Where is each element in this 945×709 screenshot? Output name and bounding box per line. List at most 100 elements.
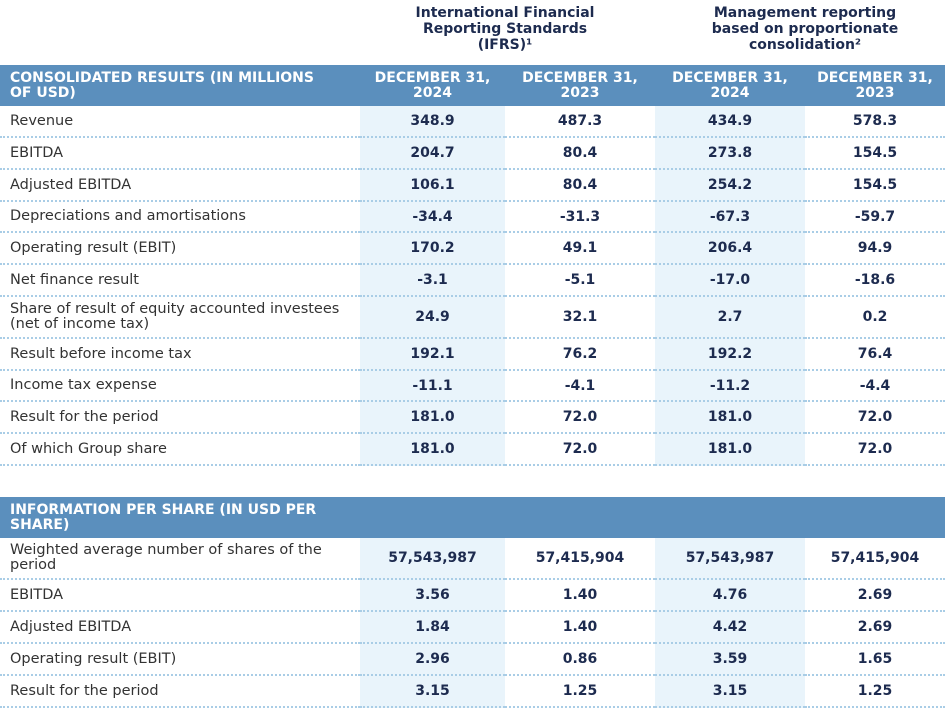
value-cell: 1.25	[805, 676, 945, 708]
column-group-title: Management reporting based on proportion…	[711, 5, 899, 53]
value-cell: 3.15	[655, 676, 805, 708]
row-label: Result for the period	[0, 402, 360, 434]
row-label: Revenue	[0, 106, 360, 138]
data-row: EBITDA 204.7 80.4 273.8 154.5	[0, 138, 945, 170]
value-cell: 4.42	[655, 612, 805, 644]
value-cell: 72.0	[805, 434, 945, 466]
value-cell: -34.4	[360, 202, 505, 233]
data-row: Depreciations and amortisations -34.4 -31.…	[0, 202, 945, 233]
value-cell: 434.9	[655, 106, 805, 138]
value-cell: -59.7	[805, 202, 945, 233]
value-cell: 49.1	[505, 233, 655, 265]
header-cell: DECEMBER 31, 2023	[817, 69, 933, 101]
value-cell: 24.9	[360, 297, 505, 339]
value-cell: 1.65	[805, 644, 945, 676]
value-cell: 348.9	[360, 106, 505, 138]
row-label: Result before income tax	[0, 339, 360, 371]
data-row: Result before income tax 192.1 76.2 192.2 76…	[0, 339, 945, 371]
value-cell: 0.2	[805, 297, 945, 339]
value-cell: 1.40	[505, 612, 655, 644]
header-cell: DECEMBER 31, 2024	[672, 69, 788, 101]
data-row: Income tax expense -11.1 -4.1 -11.2 -4.4	[0, 371, 945, 402]
row-label: Adjusted EBITDA	[0, 170, 360, 202]
value-cell: 57,415,904	[805, 538, 945, 580]
column-groups: International Financial Reporting Standa…	[0, 5, 945, 63]
value-cell: 0.86	[505, 644, 655, 676]
row-label: Adjusted EBITDA	[0, 612, 360, 644]
value-cell: 80.4	[505, 170, 655, 202]
value-cell: 273.8	[655, 138, 805, 170]
row-label: EBITDA	[0, 580, 360, 612]
value-cell: 154.5	[805, 170, 945, 202]
header-cell	[655, 497, 805, 538]
value-cell: 2.7	[655, 297, 805, 339]
row-label: Share of result of equity accounted inve…	[0, 297, 360, 339]
value-cell: 94.9	[805, 233, 945, 265]
value-cell: 181.0	[360, 402, 505, 434]
value-cell: 206.4	[655, 233, 805, 265]
row-label: Of which Group share	[0, 434, 360, 466]
header-row: CONSOLIDATED RESULTS (IN MILLIONS OF USD…	[0, 65, 945, 106]
row-label: Depreciations and amortisations	[0, 202, 360, 233]
value-cell: 72.0	[805, 402, 945, 434]
value-cell: 80.4	[505, 138, 655, 170]
row-label: Operating result (EBIT)	[0, 233, 360, 265]
value-cell: -67.3	[655, 202, 805, 233]
value-cell: 181.0	[655, 402, 805, 434]
value-cell: -3.1	[360, 265, 505, 297]
data-row: Operating result (EBIT) 2.96 0.86 3.59 1.65	[0, 644, 945, 676]
header-cell: DECEMBER 31, 2024	[374, 69, 491, 101]
header-cell: DECEMBER 31, 2023	[522, 69, 638, 101]
data-row: Result for the period 3.15 1.25 3.15 1.25	[0, 676, 945, 708]
value-cell: 254.2	[655, 170, 805, 202]
value-cell: 57,415,904	[505, 538, 655, 580]
value-cell: -4.1	[505, 371, 655, 402]
table-section: INFORMATION PER SHARE (IN USD PER SHARE)…	[0, 497, 945, 708]
value-cell: 2.69	[805, 612, 945, 644]
data-row: Share of result of equity accounted inve…	[0, 297, 945, 339]
header-label: INFORMATION PER SHARE (IN USD PER SHARE)	[10, 501, 317, 533]
header-cell	[805, 497, 945, 538]
value-cell: 2.96	[360, 644, 505, 676]
header-cell	[505, 497, 655, 538]
row-label: Operating result (EBIT)	[0, 644, 360, 676]
value-cell: 192.1	[360, 339, 505, 371]
value-cell: 487.3	[505, 106, 655, 138]
value-cell: -5.1	[505, 265, 655, 297]
data-row: Revenue 348.9 487.3 434.9 578.3	[0, 106, 945, 138]
value-cell: -17.0	[655, 265, 805, 297]
row-label: Net finance result	[0, 265, 360, 297]
header-row: INFORMATION PER SHARE (IN USD PER SHARE)	[0, 497, 945, 538]
row-label: Result for the period	[0, 676, 360, 708]
value-cell: -11.1	[360, 371, 505, 402]
value-cell: 3.59	[655, 644, 805, 676]
value-cell: 1.40	[505, 580, 655, 612]
value-cell: 170.2	[360, 233, 505, 265]
value-cell: 204.7	[360, 138, 505, 170]
value-cell: -11.2	[655, 371, 805, 402]
value-cell: -31.3	[505, 202, 655, 233]
value-cell: 32.1	[505, 297, 655, 339]
data-row: Adjusted EBITDA 1.84 1.40 4.42 2.69	[0, 612, 945, 644]
value-cell: 578.3	[805, 106, 945, 138]
value-cell: 181.0	[655, 434, 805, 466]
value-cell: 3.15	[360, 676, 505, 708]
value-cell: -18.6	[805, 265, 945, 297]
value-cell: 106.1	[360, 170, 505, 202]
value-cell: 72.0	[505, 434, 655, 466]
data-row: EBITDA 3.56 1.40 4.76 2.69	[0, 580, 945, 612]
value-cell: 154.5	[805, 138, 945, 170]
data-row: Result for the period 181.0 72.0 181.0 72.0	[0, 402, 945, 434]
data-row: Of which Group share 181.0 72.0 181.0 72.0	[0, 434, 945, 466]
value-cell: 3.56	[360, 580, 505, 612]
column-group-title: International Financial Reporting Standa…	[415, 5, 595, 53]
data-row: Net finance result -3.1 -5.1 -17.0 -18.6	[0, 265, 945, 297]
value-cell: 76.4	[805, 339, 945, 371]
value-cell: 72.0	[505, 402, 655, 434]
header-label: CONSOLIDATED RESULTS (IN MILLIONS OF USD…	[10, 69, 314, 101]
value-cell: 1.25	[505, 676, 655, 708]
value-cell: 1.84	[360, 612, 505, 644]
value-cell: 57,543,987	[360, 538, 505, 580]
table-section: CONSOLIDATED RESULTS (IN MILLIONS OF USD…	[0, 65, 945, 466]
